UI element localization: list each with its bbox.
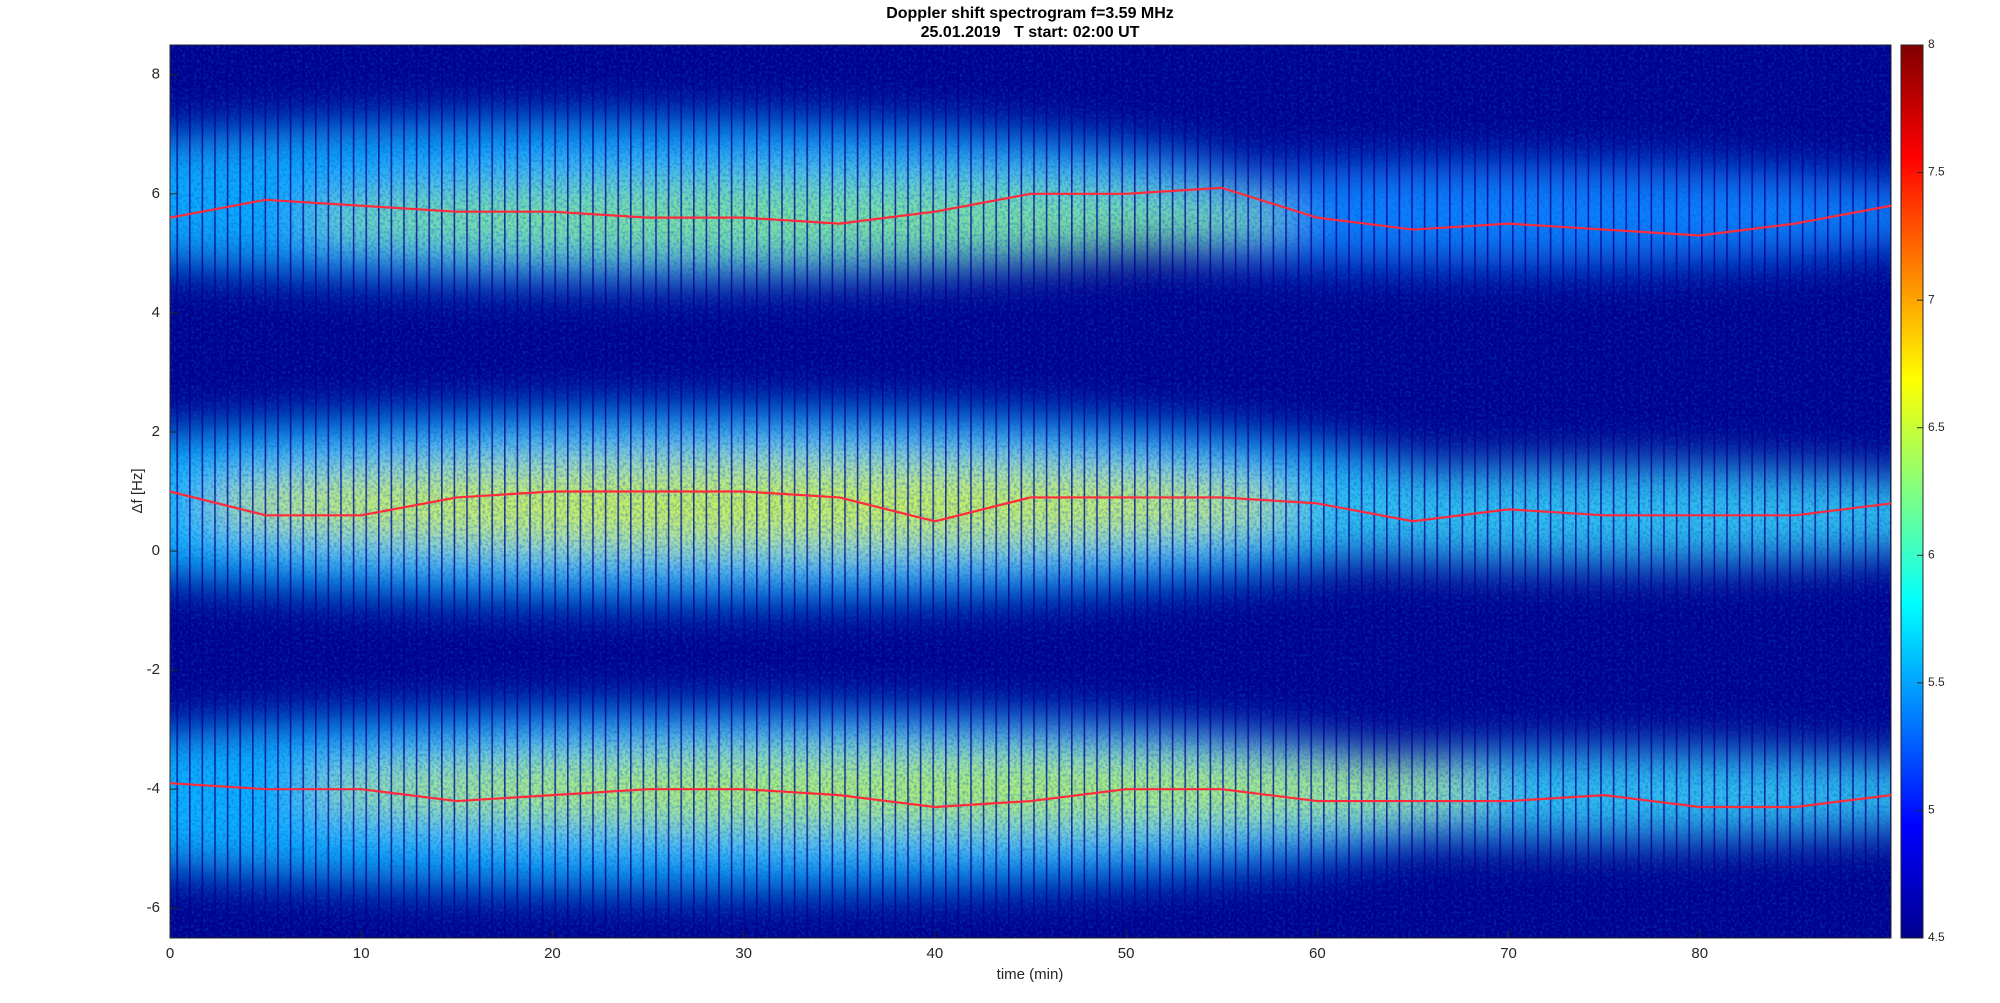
trace-line (169, 490, 1892, 523)
colorbar-tick-label: 8 (1928, 37, 1935, 51)
x-tick-label: 80 (1691, 945, 1708, 962)
y-tick-label: 0 (152, 542, 160, 559)
y-tick-label: -6 (147, 899, 160, 916)
colorbar-tick-label: 7.5 (1928, 165, 1945, 179)
x-axis-label: time (min) (997, 966, 1064, 983)
trace-line (169, 186, 1892, 237)
colorbar-tick-label: 6.5 (1928, 420, 1945, 434)
colorbar-tick-label: 4.5 (1928, 930, 1945, 944)
y-tick-label: 6 (152, 185, 160, 202)
x-tick-label: 20 (544, 945, 561, 962)
spectrogram (170, 45, 1891, 938)
colorbar-tick-label: 5 (1928, 803, 1935, 817)
y-tick-label: -4 (147, 780, 160, 797)
y-tick-label: 4 (152, 304, 160, 321)
colorbar-tick-label: 7 (1928, 292, 1935, 306)
chart-subtitle: 25.01.2019 T start: 02:00 UT (921, 24, 1140, 41)
colorbar-tick-label: 5.5 (1928, 675, 1945, 689)
x-tick-label: 0 (166, 945, 174, 962)
chart-title: Doppler shift spectrogram f=3.59 MHz (886, 5, 1174, 22)
y-tick-label: 2 (152, 423, 160, 440)
x-tick-label: 60 (1309, 945, 1326, 962)
x-tick-label: 40 (927, 945, 944, 962)
x-tick-label: 30 (735, 945, 752, 962)
y-tick-label: 8 (152, 66, 160, 83)
x-tick-label: 50 (1118, 945, 1135, 962)
y-tick-label: -2 (147, 661, 160, 678)
colorbar-tick-label: 6 (1928, 547, 1935, 561)
x-tick-label: 10 (353, 945, 370, 962)
colorbar (1900, 44, 1924, 939)
trace-line (169, 782, 1892, 809)
x-tick-label: 70 (1500, 945, 1517, 962)
y-axis-label: Δf [Hz] (129, 468, 146, 513)
